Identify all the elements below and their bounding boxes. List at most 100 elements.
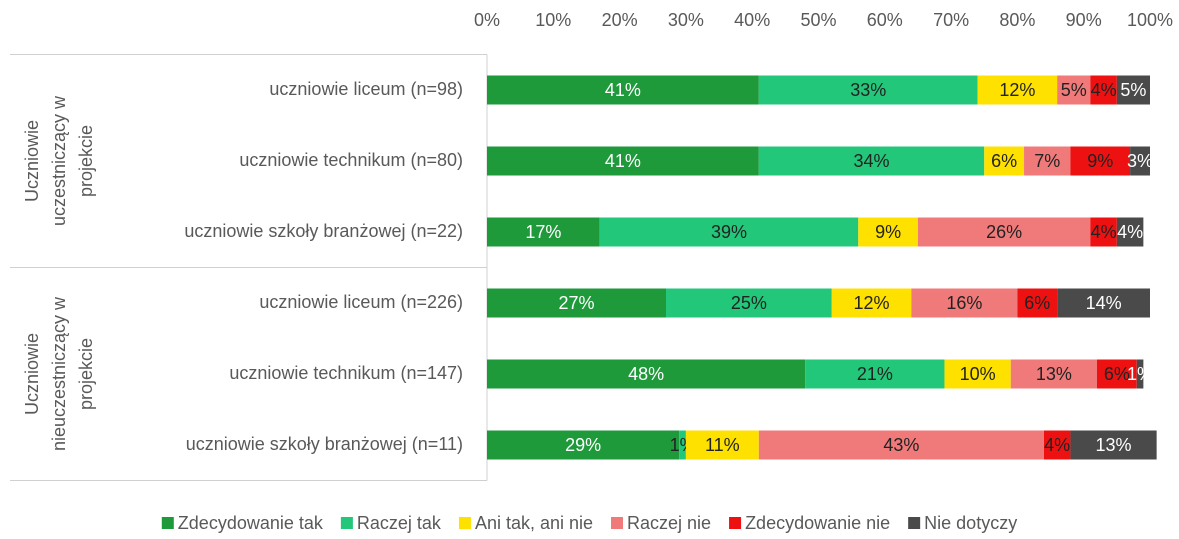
legend-label: Zdecydowanie tak (178, 513, 324, 533)
bar-segment (805, 359, 945, 389)
data-label: 43% (883, 435, 919, 455)
data-label: 48% (628, 364, 664, 384)
data-label: 6% (1104, 364, 1130, 384)
data-label: 9% (875, 222, 901, 242)
data-label: 13% (1036, 364, 1072, 384)
legend-label: Zdecydowanie nie (745, 513, 890, 533)
bar-segment (1010, 359, 1097, 389)
bar-segment (685, 430, 759, 460)
bar-segment (944, 359, 1011, 389)
x-tick-label: 90% (1066, 10, 1102, 30)
data-label: 11% (705, 435, 740, 455)
data-label: 1% (1127, 364, 1153, 384)
bar-segment (1136, 359, 1144, 389)
bar-segment (1057, 288, 1150, 318)
data-label: 4% (1091, 80, 1117, 100)
bar-segment (487, 288, 667, 318)
bar-segment (1043, 430, 1071, 460)
data-label: 14% (1086, 293, 1122, 313)
bar-segment (984, 146, 1025, 176)
x-tick-label: 20% (602, 10, 638, 30)
data-label: 10% (960, 364, 996, 384)
data-label: 5% (1061, 80, 1087, 100)
x-tick-label: 50% (800, 10, 836, 30)
x-tick-label: 0% (474, 10, 500, 30)
category-label: uczniowie liceum (n=98) (269, 79, 463, 99)
data-label: 41% (605, 80, 641, 100)
data-label: 4% (1044, 435, 1070, 455)
legend-swatch (161, 517, 174, 529)
data-label: 41% (605, 151, 641, 171)
category-label: uczniowie liceum (n=226) (259, 292, 463, 312)
bar-segment (487, 430, 680, 460)
data-label: 21% (857, 364, 893, 384)
bar-segment (487, 359, 806, 389)
legend-label: Ani tak, ani nie (475, 513, 593, 533)
bar-segment (1130, 146, 1150, 176)
data-label: 6% (1024, 293, 1050, 313)
data-label: 3% (1127, 151, 1153, 171)
data-label: 26% (986, 222, 1022, 242)
legend-swatch (458, 517, 471, 529)
category-label: uczniowie szkoły branżowej (n=22) (184, 221, 463, 241)
data-label: 6% (991, 151, 1017, 171)
legend-label: Raczej nie (627, 513, 711, 533)
group-label: projekcie (76, 125, 96, 197)
data-label: 33% (850, 80, 886, 100)
data-label: 4% (1091, 222, 1117, 242)
bar-segment (758, 75, 978, 105)
bar-segment (1116, 217, 1144, 247)
data-label: 5% (1120, 80, 1146, 100)
legend-label: Nie dotyczy (924, 513, 1017, 533)
category-label: uczniowie technikum (n=147) (229, 363, 463, 383)
bar-segment (1096, 359, 1137, 389)
group-label: nieuczestniczący w (49, 296, 69, 451)
group-label: uczestniczący w (49, 95, 69, 226)
category-label: uczniowie szkoły branżowej (n=11) (186, 434, 463, 454)
legend-label: Raczej tak (357, 513, 442, 533)
data-label: 7% (1034, 151, 1060, 171)
x-tick-label: 30% (668, 10, 704, 30)
data-label: 29% (565, 435, 601, 455)
data-label: 27% (558, 293, 594, 313)
x-tick-label: 60% (867, 10, 903, 30)
data-label: 4% (1117, 222, 1143, 242)
legend-swatch (340, 517, 353, 529)
bar-segment (666, 288, 832, 318)
bar-segment (831, 288, 912, 318)
x-tick-label: 100% (1127, 10, 1173, 30)
data-label: 17% (525, 222, 561, 242)
data-label: 34% (854, 151, 890, 171)
data-label: 9% (1087, 151, 1113, 171)
group-label: Uczniowie (22, 333, 42, 415)
bar-segment (1070, 146, 1131, 176)
bar-segment (758, 430, 1044, 460)
bar-segment (917, 217, 1091, 247)
data-label: 12% (854, 293, 890, 313)
bar-segment (1116, 75, 1150, 105)
bar-segment (487, 75, 759, 105)
legend-swatch (729, 517, 742, 529)
bar-segment (911, 288, 1018, 318)
data-label: 39% (711, 222, 747, 242)
x-tick-label: 80% (999, 10, 1035, 30)
bar-segment (1090, 217, 1117, 247)
data-label: 13% (1096, 435, 1132, 455)
x-tick-label: 70% (933, 10, 969, 30)
bar-segment (599, 217, 859, 247)
bar-segment (1090, 75, 1117, 105)
category-label: uczniowie technikum (n=80) (239, 150, 463, 170)
bar-segment (679, 430, 686, 460)
legend-swatch (611, 517, 624, 529)
data-label: 25% (731, 293, 767, 313)
group-label: Uczniowie (22, 120, 42, 202)
group-label: projekcie (76, 338, 96, 410)
x-tick-label: 10% (535, 10, 571, 30)
data-label: 16% (946, 293, 982, 313)
bar-segment (977, 75, 1058, 105)
legend-swatch (908, 517, 921, 529)
bar-segment (487, 217, 600, 247)
bar-segment (1057, 75, 1091, 105)
bar-segment (1070, 430, 1157, 460)
